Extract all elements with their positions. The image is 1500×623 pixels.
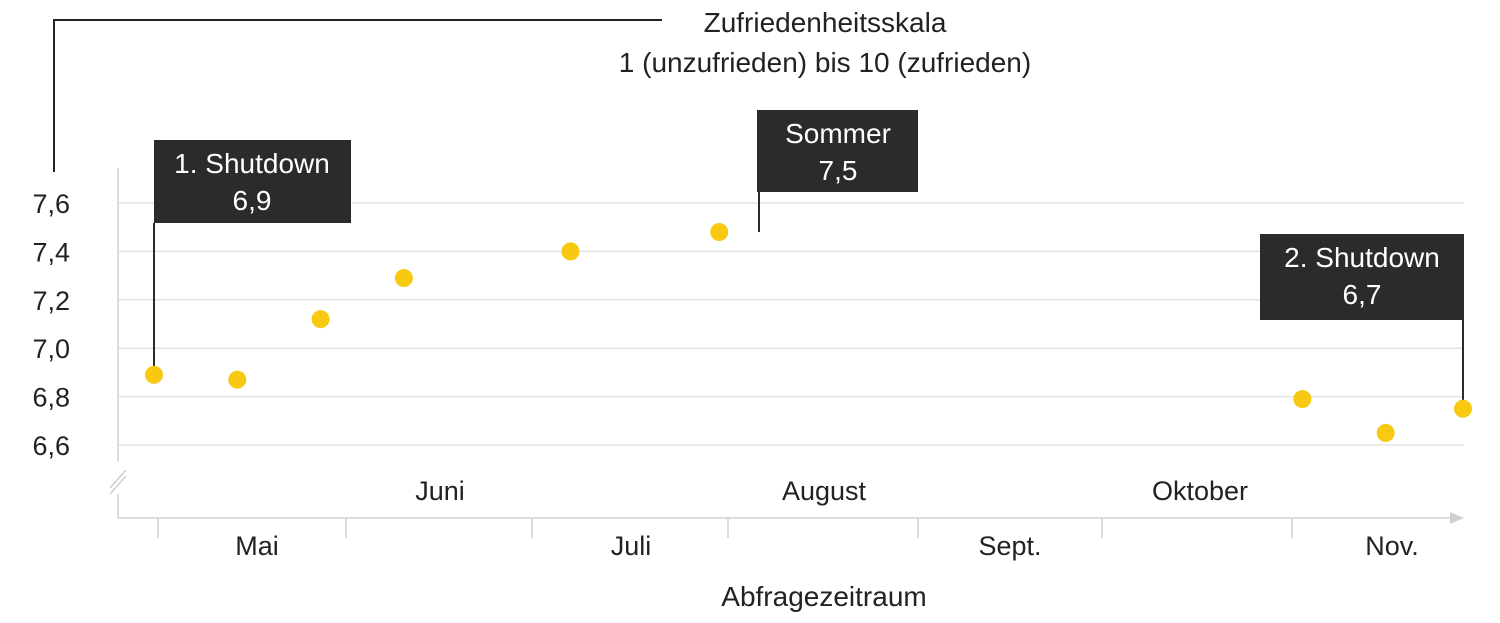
data-point bbox=[710, 223, 729, 242]
annotation-label: Sommer bbox=[785, 118, 891, 149]
annotation-value: 6,9 bbox=[233, 185, 272, 216]
x-tick-labels: Mai Juli Sept. Nov. Juni August Oktober bbox=[157, 476, 1419, 561]
x-tick-label: August bbox=[782, 476, 867, 506]
gridlines bbox=[118, 202, 1464, 446]
x-tick-label: Sept. bbox=[978, 531, 1041, 561]
y-tick-label: 7,6 bbox=[32, 189, 70, 219]
axis-break-mark-1 bbox=[109, 469, 127, 489]
y-tick-label: 7,4 bbox=[32, 237, 70, 267]
data-point bbox=[561, 242, 580, 261]
y-tick-label: 6,6 bbox=[32, 431, 70, 461]
y-axis-title-line-2: 1 (unzufrieden) bis 10 (zufrieden) bbox=[619, 47, 1031, 78]
y-tick-label: 7,0 bbox=[32, 334, 70, 364]
y-tick-label: 6,8 bbox=[32, 383, 70, 413]
annotation-box bbox=[154, 140, 351, 223]
y-tick-labels: 7,6 7,4 7,2 7,0 6,8 6,6 bbox=[32, 189, 70, 461]
annotation-box bbox=[757, 110, 918, 192]
data-point bbox=[311, 310, 330, 329]
y-tick-label: 7,2 bbox=[32, 286, 70, 316]
annotation-value: 6,7 bbox=[1343, 279, 1382, 310]
axes bbox=[53, 19, 1464, 524]
x-tick-label: Oktober bbox=[1152, 476, 1248, 506]
x-tick-label: Juni bbox=[415, 476, 465, 506]
ylabel-leader-line bbox=[53, 19, 662, 172]
annotation-label: 2. Shutdown bbox=[1284, 242, 1440, 273]
y-axis-title-line-1: Zufriedenheitsskala bbox=[704, 7, 947, 38]
data-point bbox=[394, 269, 413, 288]
x-axis-title: Abfragezeitraum bbox=[721, 581, 926, 612]
annotation-box bbox=[1260, 234, 1464, 320]
axis-break-mark-2 bbox=[109, 475, 127, 495]
x-tick-label: Nov. bbox=[1365, 531, 1419, 561]
annotations: 1. Shutdown 6,9 Sommer 7,5 2. Shutdown 6,7 bbox=[153, 110, 1464, 409]
data-point bbox=[145, 365, 163, 384]
annotation-label: 1. Shutdown bbox=[174, 148, 330, 179]
x-tick-label: Mai bbox=[235, 531, 279, 561]
annotation-value: 7,5 bbox=[819, 155, 858, 186]
x-tick-label: Juli bbox=[611, 531, 652, 561]
data-point bbox=[228, 370, 247, 389]
data-point bbox=[1454, 399, 1472, 418]
data-points bbox=[145, 223, 1472, 442]
data-point bbox=[1376, 423, 1395, 442]
x-axis-arrow-icon bbox=[1450, 512, 1464, 524]
data-point bbox=[1293, 390, 1312, 409]
